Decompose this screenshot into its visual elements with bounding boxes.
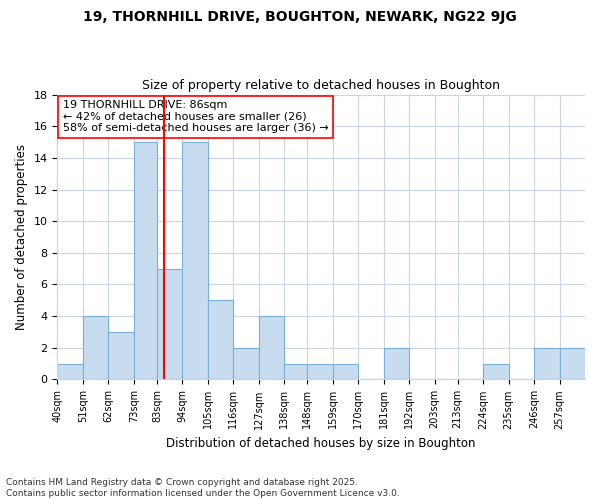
Bar: [134, 142, 157, 380]
Bar: [259, 316, 284, 380]
Text: 19 THORNHILL DRIVE: 86sqm
← 42% of detached houses are smaller (26)
58% of semi-: 19 THORNHILL DRIVE: 86sqm ← 42% of detac…: [62, 100, 328, 134]
Text: Contains HM Land Registry data © Crown copyright and database right 2025.
Contai: Contains HM Land Registry data © Crown c…: [6, 478, 400, 498]
Bar: [208, 300, 233, 380]
Bar: [58, 364, 83, 380]
Bar: [83, 316, 109, 380]
Bar: [182, 142, 208, 380]
Title: Size of property relative to detached houses in Boughton: Size of property relative to detached ho…: [142, 79, 500, 92]
Bar: [333, 364, 358, 380]
Bar: [307, 364, 333, 380]
Bar: [109, 332, 134, 380]
Bar: [233, 348, 259, 380]
Bar: [284, 364, 307, 380]
X-axis label: Distribution of detached houses by size in Boughton: Distribution of detached houses by size …: [166, 437, 476, 450]
Bar: [560, 348, 585, 380]
Bar: [383, 348, 409, 380]
Text: 19, THORNHILL DRIVE, BOUGHTON, NEWARK, NG22 9JG: 19, THORNHILL DRIVE, BOUGHTON, NEWARK, N…: [83, 10, 517, 24]
Bar: [157, 268, 182, 380]
Bar: [483, 364, 509, 380]
Bar: [534, 348, 560, 380]
Y-axis label: Number of detached properties: Number of detached properties: [15, 144, 28, 330]
